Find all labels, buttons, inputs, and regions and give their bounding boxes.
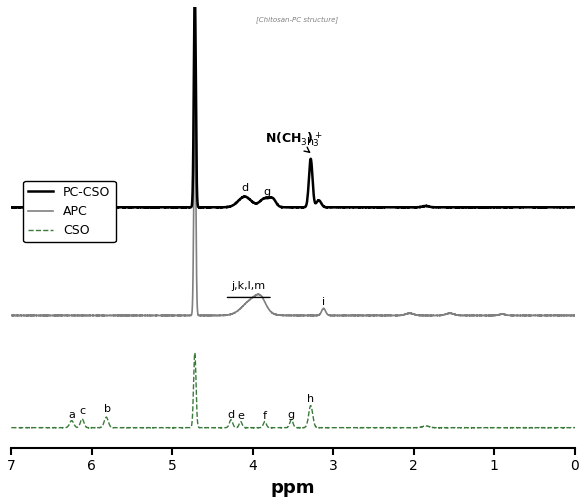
Text: d: d <box>227 410 234 420</box>
Text: a: a <box>68 410 75 420</box>
X-axis label: ppm: ppm <box>271 479 315 497</box>
Text: c: c <box>79 406 85 416</box>
Text: f: f <box>263 411 267 421</box>
Text: [Chitosan-PC structure]: [Chitosan-PC structure] <box>256 16 338 23</box>
Text: i: i <box>322 297 325 307</box>
Text: e: e <box>237 411 244 421</box>
Legend: PC-CSO, APC, CSO: PC-CSO, APC, CSO <box>23 180 115 242</box>
Text: d: d <box>241 183 248 193</box>
Text: b: b <box>104 404 111 414</box>
Text: g: g <box>264 187 271 197</box>
Text: g: g <box>288 410 295 420</box>
Text: h: h <box>307 394 314 404</box>
Text: h: h <box>307 137 314 147</box>
Text: N(CH$_3$)$_3^+$: N(CH$_3$)$_3^+$ <box>265 130 323 152</box>
Text: j,k,l,m: j,k,l,m <box>231 281 266 291</box>
